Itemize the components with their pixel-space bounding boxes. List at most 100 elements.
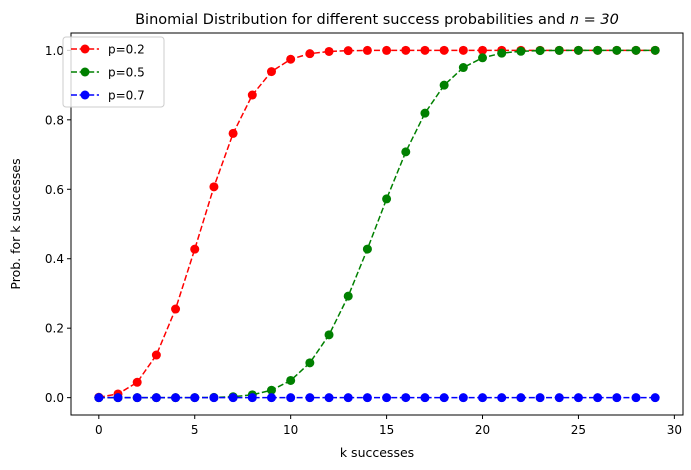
data-point <box>593 45 603 55</box>
legend-entry: p=0.2 <box>71 43 145 57</box>
chart-title: Binomial Distribution for different succ… <box>135 12 619 28</box>
data-point <box>247 90 257 100</box>
y-tick-label: 0.2 <box>45 322 64 336</box>
data-point <box>266 67 276 77</box>
data-point <box>439 45 449 55</box>
data-point <box>305 49 315 59</box>
series-layer <box>94 45 660 403</box>
data-point <box>439 80 449 90</box>
data-point <box>478 45 488 55</box>
x-tick-label: 30 <box>667 423 682 437</box>
data-point <box>132 393 142 403</box>
series-p-0-7 <box>94 393 660 403</box>
x-tick-label: 15 <box>379 423 394 437</box>
data-point <box>209 182 219 192</box>
data-point <box>516 46 526 56</box>
x-tick-label: 0 <box>95 423 103 437</box>
data-point <box>593 393 603 403</box>
data-point <box>458 45 468 55</box>
data-point <box>478 393 488 403</box>
data-point <box>247 393 257 403</box>
chart-title-math: n = 30 <box>570 12 619 28</box>
data-point <box>113 393 123 403</box>
x-tick-label: 25 <box>571 423 586 437</box>
data-point <box>650 45 660 55</box>
y-tick-label: 0.8 <box>45 113 64 127</box>
data-point <box>401 147 411 157</box>
data-point <box>228 128 238 138</box>
chart-title-text: Binomial Distribution for different succ… <box>135 12 565 28</box>
legend-marker <box>80 90 90 100</box>
data-point <box>362 393 372 403</box>
data-point <box>343 291 353 301</box>
data-point <box>305 358 315 368</box>
data-point <box>171 393 181 403</box>
legend-entry: p=0.5 <box>71 66 145 80</box>
legend-label: p=0.2 <box>108 43 145 57</box>
data-point <box>382 194 392 204</box>
data-point <box>324 393 334 403</box>
x-tick-label: 20 <box>475 423 490 437</box>
legend-frame <box>62 36 165 108</box>
legend-marker <box>80 67 90 77</box>
data-point <box>535 393 545 403</box>
data-point <box>554 393 564 403</box>
data-point <box>151 393 161 403</box>
data-point <box>266 385 276 395</box>
data-point <box>631 45 641 55</box>
data-point <box>382 393 392 403</box>
data-point <box>286 54 296 64</box>
x-axis-label: k successes <box>340 445 414 460</box>
x-tick-label: 5 <box>191 423 199 437</box>
data-point <box>420 393 430 403</box>
data-point <box>286 375 296 385</box>
data-point <box>362 244 372 254</box>
y-axis-ticks: 0.0 0.2 0.4 0.6 0.8 1.0 <box>45 44 71 405</box>
data-point <box>458 63 468 73</box>
y-axis-label: Prob. for k successes <box>8 158 23 289</box>
data-point <box>516 393 526 403</box>
legend: p=0.2 p=0.5 p=0.7 <box>62 36 165 108</box>
data-point <box>151 350 161 360</box>
data-point <box>362 45 372 55</box>
data-point <box>573 45 583 55</box>
data-point <box>343 393 353 403</box>
data-point <box>401 393 411 403</box>
data-point <box>190 244 200 254</box>
data-point <box>535 46 545 56</box>
data-point <box>401 45 411 55</box>
y-tick-label: 0.6 <box>45 183 64 197</box>
data-point <box>343 46 353 56</box>
data-point <box>209 393 219 403</box>
data-point <box>573 393 583 403</box>
data-point <box>94 393 104 403</box>
data-point <box>420 108 430 118</box>
legend-label: p=0.5 <box>108 66 145 80</box>
data-point <box>420 45 430 55</box>
data-point <box>458 393 468 403</box>
data-point <box>171 304 181 314</box>
data-point <box>650 393 660 403</box>
data-point <box>497 393 507 403</box>
data-point <box>478 53 488 63</box>
y-tick-label: 1.0 <box>45 44 64 58</box>
data-point <box>631 393 641 403</box>
data-point <box>439 393 449 403</box>
legend-marker <box>80 44 90 54</box>
data-point <box>612 393 622 403</box>
plot-frame <box>70 32 684 416</box>
data-point <box>612 45 622 55</box>
data-point <box>324 46 334 56</box>
y-tick-label: 0.0 <box>45 391 64 405</box>
legend-entry: p=0.7 <box>71 89 145 103</box>
x-axis-ticks: 0 5 10 15 20 25 30 <box>95 415 682 437</box>
data-point <box>286 393 296 403</box>
y-tick-label: 0.4 <box>45 252 64 266</box>
data-point <box>132 377 142 387</box>
data-point <box>266 393 276 403</box>
data-point <box>324 330 334 340</box>
data-point <box>382 45 392 55</box>
series-line <box>98 49 656 398</box>
x-tick-label: 10 <box>283 423 298 437</box>
data-point <box>497 48 507 58</box>
